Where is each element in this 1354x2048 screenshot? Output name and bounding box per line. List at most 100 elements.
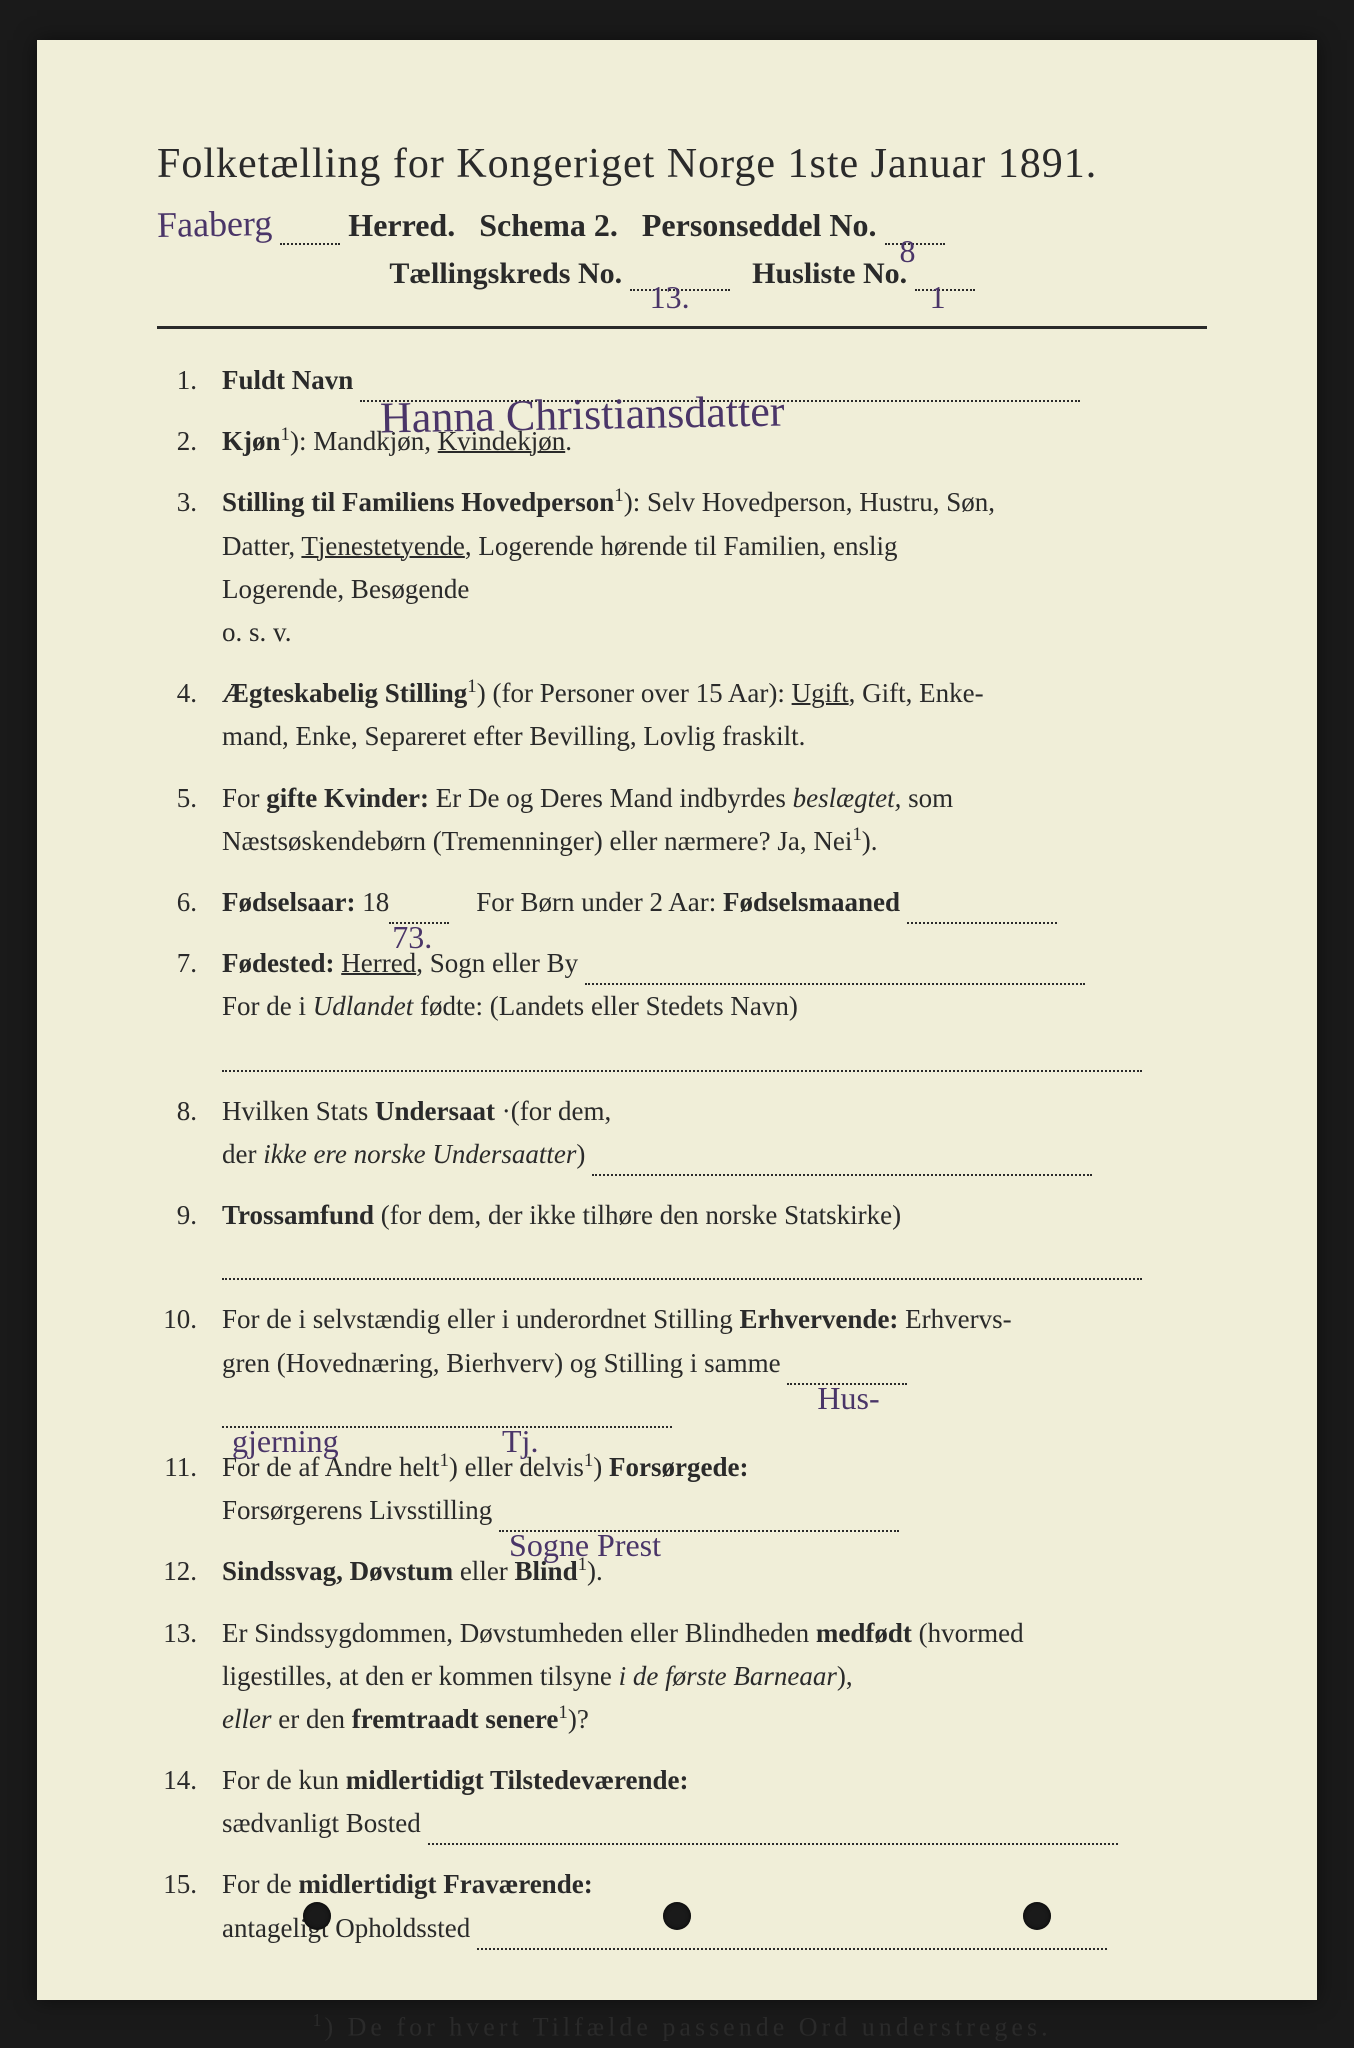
text: Næstsøskendebørn (Tremenninger) eller næ… bbox=[222, 826, 852, 856]
sup: 1 bbox=[614, 485, 623, 506]
personseddel-label: Personseddel No. bbox=[642, 207, 877, 243]
text: , Gift, Enke- bbox=[849, 678, 984, 708]
text: ligestilles, at den er kommen tilsyne bbox=[222, 1661, 619, 1691]
text: ) (for Personer over 15 Aar): bbox=[477, 678, 792, 708]
text: mand, Enke, Separeret efter Bevilling, L… bbox=[222, 721, 805, 751]
text: Forsørgerens Livsstilling bbox=[222, 1495, 492, 1525]
text: For bbox=[222, 783, 266, 813]
text: Erhvervs- bbox=[898, 1304, 1011, 1334]
sup: 1 bbox=[584, 1450, 593, 1471]
text: Er De og Deres Mand indbyrdes bbox=[429, 783, 793, 813]
text: sædvanligt Bosted bbox=[222, 1808, 421, 1838]
forsorger-value: Sogne Prest bbox=[509, 1520, 661, 1571]
row-number: 4. bbox=[157, 672, 222, 715]
punch-holes bbox=[37, 1902, 1317, 1930]
erhverv-value3: Tj. bbox=[502, 1416, 538, 1467]
row-number: 2. bbox=[157, 420, 222, 463]
form-row-1: 1. Fuldt Navn Hanna Christiansdatter bbox=[157, 359, 1207, 402]
erhverv-value1: Hus- bbox=[817, 1373, 879, 1424]
beslaegtet-italic: beslægtet, bbox=[793, 783, 902, 813]
text: Logerende, Besøgende bbox=[222, 574, 469, 604]
text: Datter, bbox=[222, 531, 301, 561]
name-value: Hanna Christiansdatter bbox=[379, 377, 785, 454]
sup: 1 bbox=[467, 676, 476, 697]
divider-line bbox=[157, 326, 1207, 329]
personseddel-value: 8 bbox=[900, 233, 916, 270]
text: ): Selv Hovedperson, Hustru, Søn, bbox=[624, 487, 995, 517]
text: )? bbox=[568, 1704, 589, 1734]
row-number: 5. bbox=[157, 777, 222, 820]
footnote-sup: 1 bbox=[312, 2010, 324, 2030]
row-number: 10. bbox=[157, 1298, 222, 1341]
text: som bbox=[901, 783, 953, 813]
schema-label: Schema 2. bbox=[479, 207, 618, 243]
row-number: 13. bbox=[157, 1612, 222, 1655]
header-line-3: Tællingskreds No. 13. Husliste No. 1 bbox=[157, 257, 1207, 291]
erhvervende-label: Erhvervende: bbox=[739, 1304, 898, 1334]
form-row-14: 14. For de kun midlertidigt Tilstedevære… bbox=[157, 1759, 1207, 1845]
aegteskab-label: Ægteskabelig Stilling bbox=[222, 678, 467, 708]
fremtraadt-label: fremtraadt senere bbox=[352, 1704, 559, 1734]
row-number: 11. bbox=[157, 1446, 222, 1489]
gifte-kvinder-label: gifte Kvinder: bbox=[266, 783, 429, 813]
form-row-8: 8. Hvilken Stats Undersaat ·(for dem, de… bbox=[157, 1090, 1207, 1176]
form-row-10: 10. For de i selvstændig eller i underor… bbox=[157, 1298, 1207, 1428]
sup: 1 bbox=[558, 1702, 567, 1723]
punch-hole-icon bbox=[303, 1902, 331, 1930]
text: , Logerende hørende til Familien, enslig bbox=[465, 531, 898, 561]
erhverv-value2: gjerning bbox=[232, 1416, 339, 1467]
tilstedevaerende-label: midlertidigt Tilstedeværende: bbox=[346, 1765, 689, 1795]
header-title: Folketælling for Kongeriget Norge 1ste J… bbox=[157, 140, 1207, 188]
text: ), bbox=[837, 1661, 853, 1691]
husliste-value: 1 bbox=[930, 279, 946, 316]
text: ·(for dem, bbox=[495, 1096, 611, 1126]
sup: 1 bbox=[852, 824, 861, 845]
footnote-text: ) De for hvert Tilfælde passende Ord und… bbox=[324, 2012, 1051, 2041]
row-number: 9. bbox=[157, 1194, 222, 1237]
herred-handwritten: Faaberg bbox=[157, 202, 273, 246]
row-number: 6. bbox=[157, 881, 222, 924]
text: , Sogn eller By bbox=[416, 948, 578, 978]
row-number: 1. bbox=[157, 359, 222, 402]
text: Hvilken Stats bbox=[222, 1096, 375, 1126]
kreds-label: Tællingskreds No. bbox=[389, 257, 622, 290]
text: ) bbox=[593, 1452, 609, 1482]
footnote: 1) De for hvert Tilfælde passende Ord un… bbox=[157, 2010, 1207, 2043]
form-row-3: 3. Stilling til Familiens Hovedperson1):… bbox=[157, 481, 1207, 654]
sup: 1 bbox=[281, 424, 290, 445]
form-row-6: 6. Fødselsaar: 1873. For Børn under 2 Aa… bbox=[157, 881, 1207, 924]
herred-label: Herred. bbox=[348, 207, 455, 243]
fuldt-navn-label: Fuldt Navn bbox=[222, 365, 353, 395]
sup: 1 bbox=[439, 1450, 448, 1471]
row-number: 8. bbox=[157, 1090, 222, 1133]
year-prefix: 18 bbox=[362, 887, 389, 917]
kjon-label: Kjøn bbox=[222, 426, 281, 456]
census-form-document: Folketælling for Kongeriget Norge 1ste J… bbox=[37, 40, 1317, 2000]
form-row-4: 4. Ægteskabelig Stilling1) (for Personer… bbox=[157, 672, 1207, 758]
kreds-value: 13. bbox=[650, 279, 690, 316]
forsorgede-label: Forsørgede: bbox=[609, 1452, 748, 1482]
text: eller bbox=[453, 1556, 514, 1586]
ikke-norske-italic: ikke ere norske Undersaatter bbox=[263, 1139, 576, 1169]
row-number: 3. bbox=[157, 481, 222, 524]
text: For de i bbox=[222, 991, 313, 1021]
text: (hvormed bbox=[912, 1618, 1024, 1648]
text: ). bbox=[862, 826, 878, 856]
form-row-9: 9. Trossamfund (for dem, der ikke tilhør… bbox=[157, 1194, 1207, 1280]
row-number: 7. bbox=[157, 942, 222, 985]
trossamfund-label: Trossamfund bbox=[222, 1200, 374, 1230]
barneaar-italic: i de første Barneaar bbox=[619, 1661, 837, 1691]
text: gren (Hovednæring, Bierhverv) og Stillin… bbox=[222, 1348, 781, 1378]
form-row-13: 13. Er Sindssygdommen, Døvstumheden elle… bbox=[157, 1612, 1207, 1742]
stilling-label: Stilling til Familiens Hovedperson bbox=[222, 487, 614, 517]
text: For de bbox=[222, 1869, 299, 1899]
text: ) bbox=[576, 1139, 585, 1169]
form-row-7: 7. Fødested: Herred, Sogn eller By For d… bbox=[157, 942, 1207, 1072]
text: o. s. v. bbox=[222, 617, 292, 647]
fravaerende-label: midlertidigt Fraværende: bbox=[299, 1869, 593, 1899]
year-value: 73. bbox=[392, 912, 432, 963]
text: er den bbox=[271, 1704, 351, 1734]
fodselsmaaned-label: Fødselsmaaned bbox=[723, 887, 900, 917]
text: fødte: (Landets eller Stedets Navn) bbox=[413, 991, 798, 1021]
punch-hole-icon bbox=[663, 1902, 691, 1930]
